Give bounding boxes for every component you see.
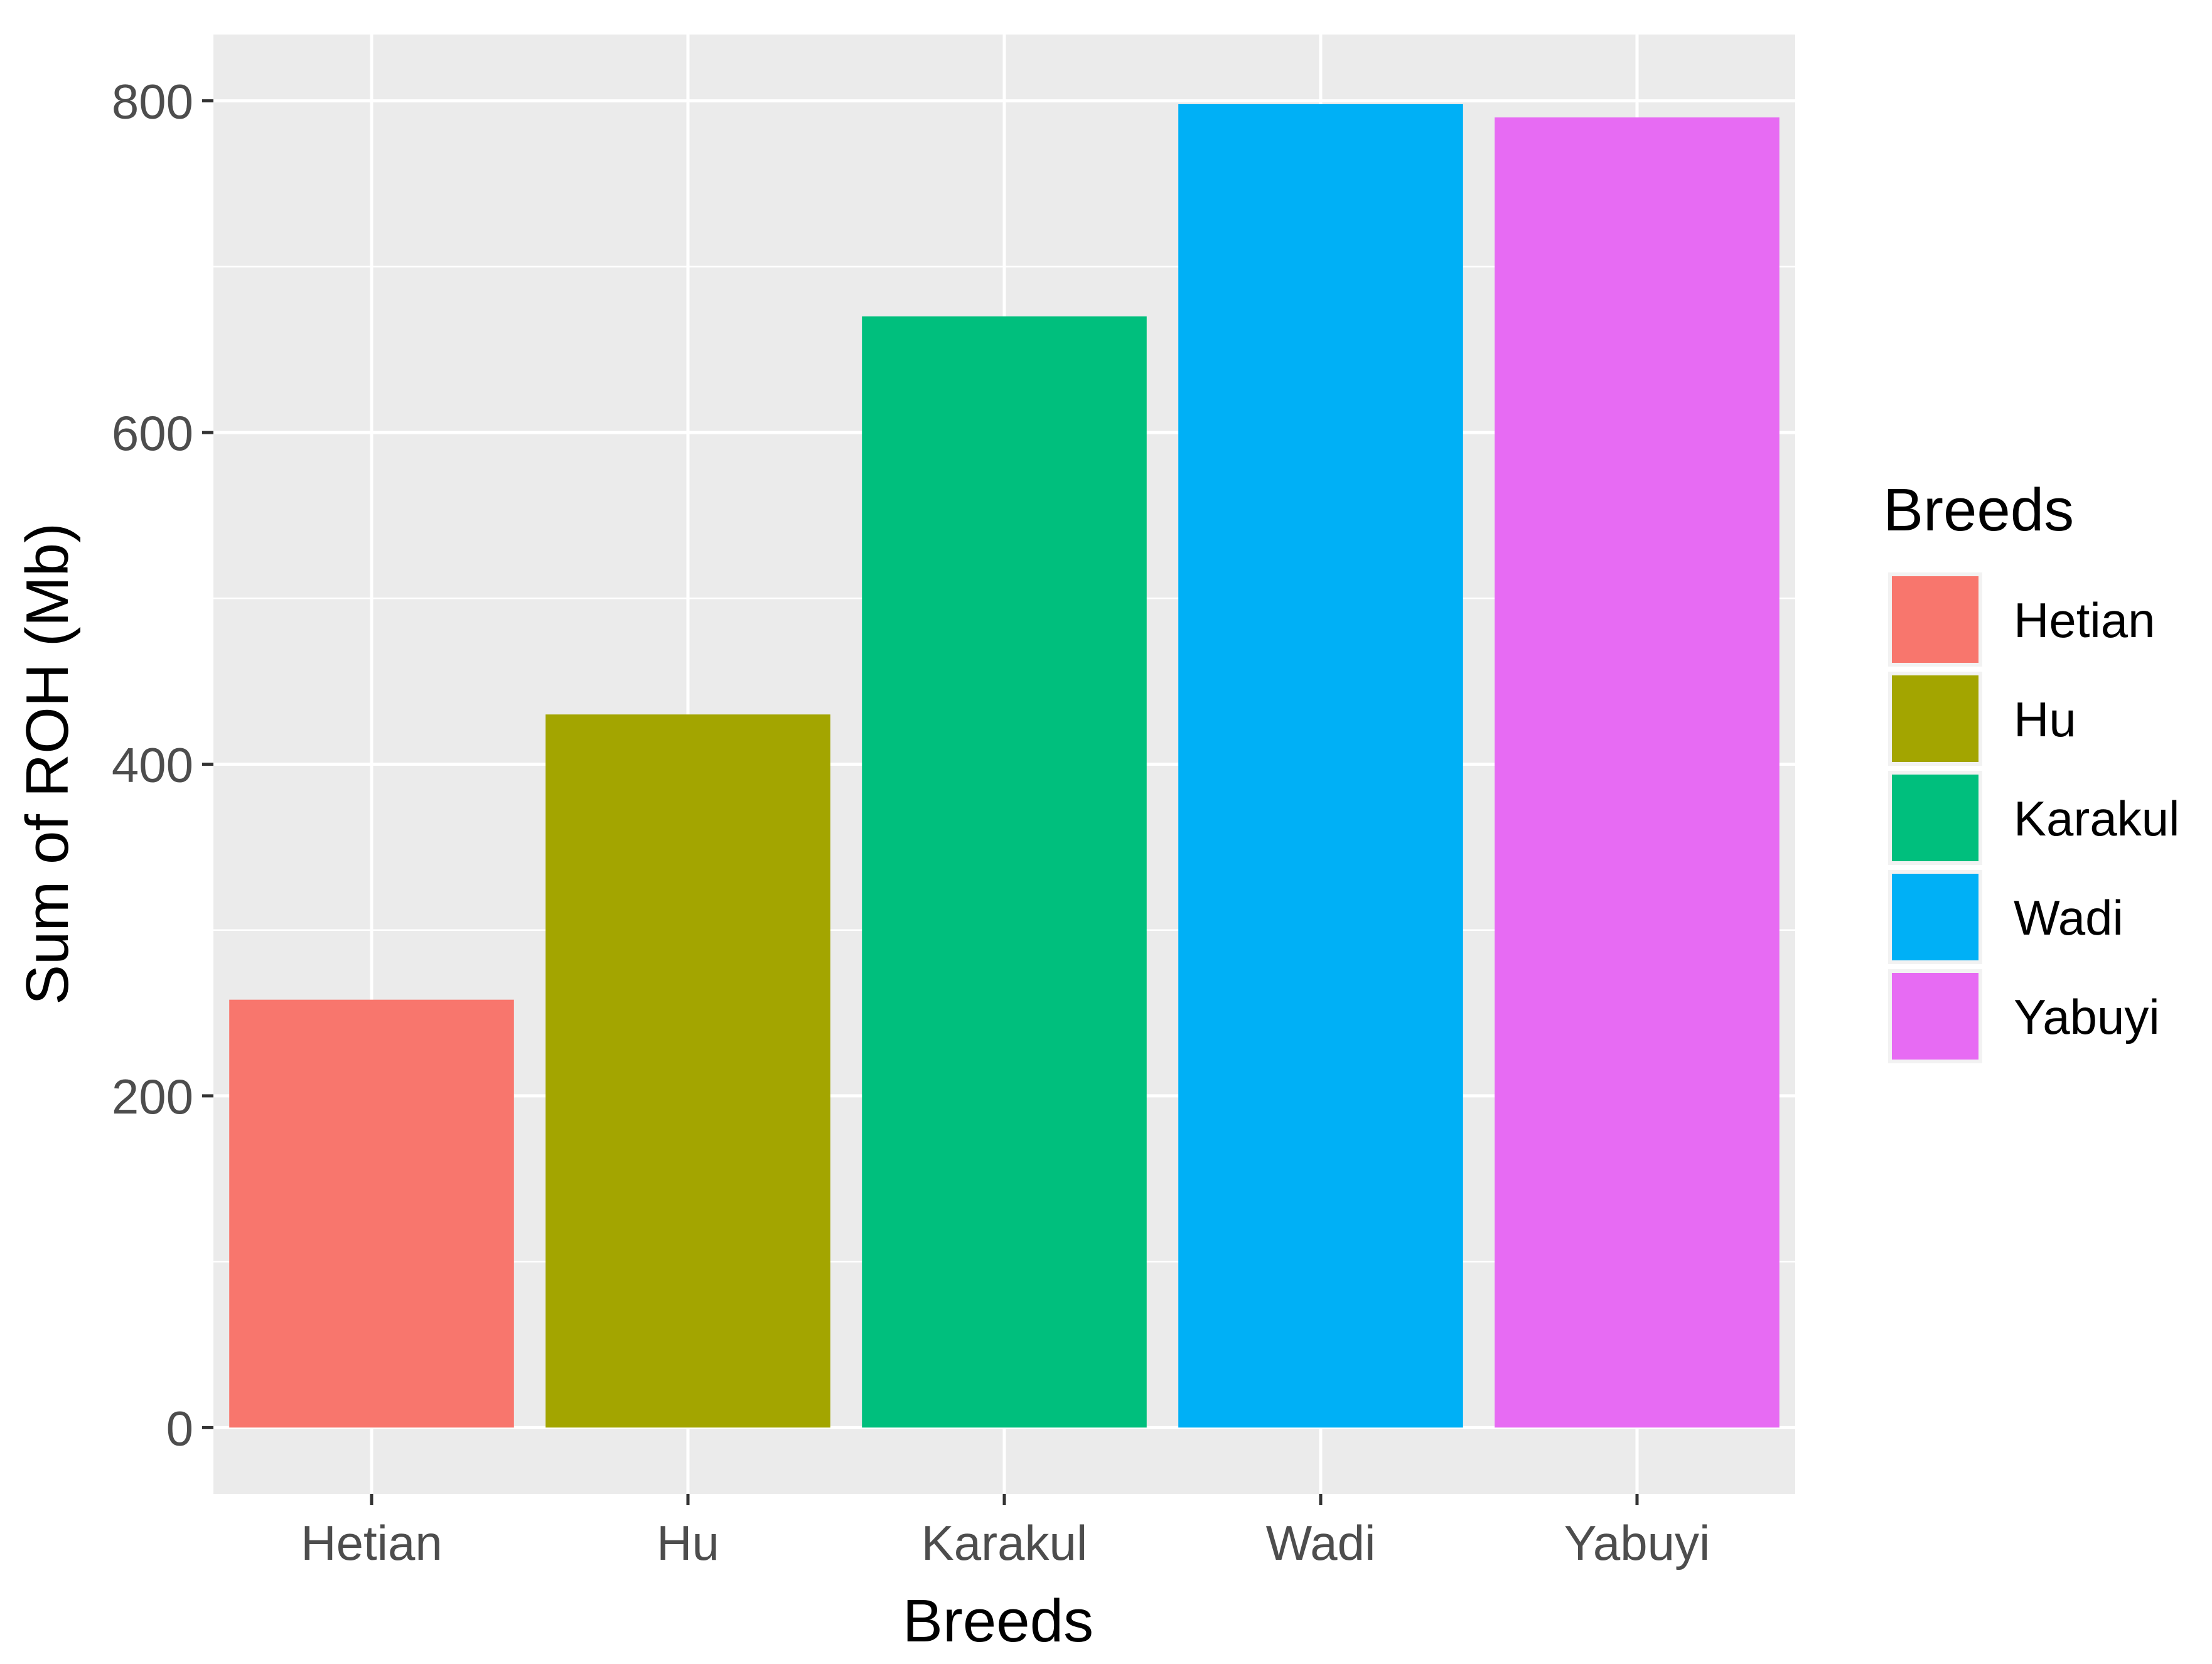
x-axis-title: Breeds: [903, 1587, 1093, 1655]
x-tick-label: Hetian: [301, 1515, 442, 1570]
x-tick-label: Yabuyi: [1564, 1515, 1710, 1570]
legend: Breeds Hetian Hu Karakul Wadi Yabuyi: [1883, 476, 2179, 1063]
legend-swatch-wadi: [1892, 874, 1978, 960]
y-axis: 0 200 400 600 800: [112, 74, 213, 1456]
legend-swatch-yabuyi: [1892, 973, 1978, 1060]
legend-label-yabuyi: Yabuyi: [2014, 989, 2160, 1044]
legend-label-hetian: Hetian: [2014, 593, 2155, 648]
y-tick-label: 800: [112, 74, 193, 129]
y-axis-title: Sum of ROH (Mb): [14, 523, 81, 1005]
bar-yabuyi: [1495, 117, 1780, 1428]
y-tick-label: 0: [166, 1400, 193, 1456]
y-tick-label: 400: [112, 738, 193, 793]
legend-swatch-karakul: [1892, 775, 1978, 861]
legend-swatch-hetian: [1892, 576, 1978, 663]
bar-wadi: [1178, 104, 1463, 1428]
legend-label-wadi: Wadi: [2014, 890, 2123, 945]
y-tick-label: 600: [112, 405, 193, 461]
x-tick-label: Karakul: [921, 1515, 1087, 1570]
legend-swatch-hu: [1892, 675, 1978, 762]
bar-hetian: [229, 999, 514, 1428]
x-tick-label: Hu: [657, 1515, 719, 1570]
x-axis: Hetian Hu Karakul Wadi Yabuyi: [301, 1494, 1710, 1570]
legend-title: Breeds: [1883, 476, 2074, 544]
legend-label-hu: Hu: [2014, 692, 2076, 747]
y-tick-label: 200: [112, 1069, 193, 1124]
bar-hu: [545, 714, 830, 1428]
bar-karakul: [862, 316, 1147, 1428]
x-tick-label: Wadi: [1266, 1515, 1376, 1570]
legend-label-karakul: Karakul: [2014, 791, 2179, 846]
bars: [229, 104, 1780, 1428]
